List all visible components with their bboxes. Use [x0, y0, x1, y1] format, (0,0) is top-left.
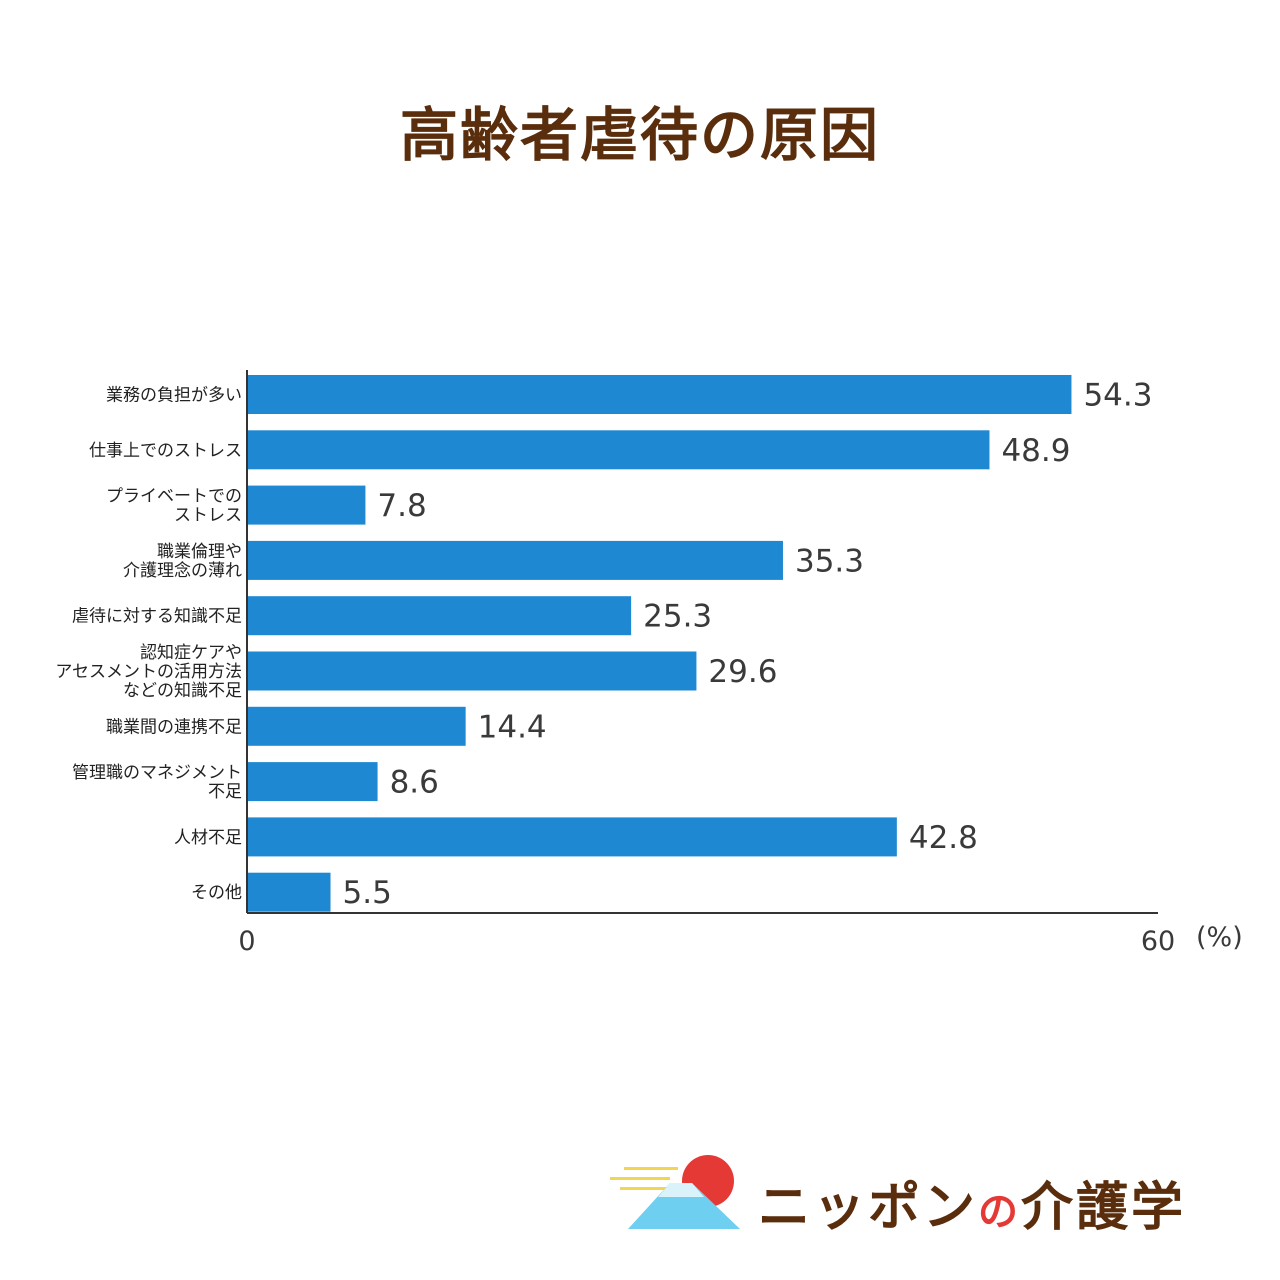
bar-0 — [247, 375, 1072, 414]
category-label-line: 虐待に対する知識不足 — [72, 607, 242, 627]
category-label-line: アセスメントの活用方法 — [55, 662, 242, 682]
logo-text-main: ニッポン — [758, 1178, 979, 1238]
category-label-line: 不足 — [208, 782, 242, 802]
category-label-8: 人材不足 — [174, 828, 242, 848]
bar-8 — [247, 817, 897, 857]
value-label-3: 35.3 — [795, 543, 864, 579]
category-label-4: 虐待に対する知識不足 — [72, 607, 242, 627]
x-tick-label-60: 60 — [1141, 926, 1175, 957]
category-label-2: プライベートでのストレス — [106, 487, 242, 526]
brand-logo: ニッポンの介護学 — [610, 1155, 1250, 1245]
snow-cap-icon — [658, 1183, 704, 1197]
category-label-5: 認知症ケアやアセスメントの活用方法などの知識不足 — [55, 643, 242, 701]
value-labels: 54.3 48.9 7.8 35.3 25.3 29.6 14.4 8.6 42.8 5.5 — [343, 378, 1153, 912]
category-label-line: 業務の負担が多い — [106, 386, 242, 406]
category-label-line: プライベートでの — [106, 487, 242, 507]
category-label-line: 職業間の連携不足 — [106, 717, 242, 737]
category-label-line: 介護理念の薄れ — [123, 560, 242, 581]
category-label-line: 認知症ケアや — [140, 643, 242, 663]
logo-text: ニッポンの介護学 — [758, 1165, 1186, 1240]
bar-6 — [247, 706, 466, 746]
bar-5 — [247, 651, 697, 691]
category-label-9: その他 — [191, 883, 242, 903]
category-label-line: ストレス — [174, 506, 242, 526]
mountain-icon — [628, 1183, 740, 1229]
cloud-line-1 — [610, 1177, 670, 1180]
bar-9 — [247, 872, 331, 912]
logo-text-no: の — [978, 1189, 1022, 1235]
value-label-7: 8.6 — [390, 765, 439, 801]
category-label-line: その他 — [191, 883, 242, 903]
bars-layer — [247, 375, 1072, 912]
value-label-0: 54.3 — [1083, 378, 1152, 414]
value-label-9: 5.5 — [343, 875, 392, 911]
value-label-5: 29.6 — [708, 654, 777, 690]
category-labels: 業務の負担が多い仕事上でのストレスプライベートでのストレス職業倫理や介護理念の薄… — [55, 386, 242, 904]
category-label-line: 職業倫理や — [157, 542, 242, 562]
x-tick-label-0: 0 — [238, 926, 255, 957]
cloud-line-0 — [624, 1167, 678, 1170]
value-label-8: 42.8 — [909, 820, 978, 856]
fuji-sun-icon — [610, 1155, 740, 1229]
bar-2 — [247, 485, 366, 525]
bar-1 — [247, 430, 990, 470]
cloud-lines-icon — [610, 1167, 678, 1190]
chart-title: 高齢者虐待の原因 — [399, 101, 880, 169]
value-label-4: 25.3 — [643, 599, 712, 635]
value-label-1: 48.9 — [1001, 433, 1070, 469]
category-label-6: 職業間の連携不足 — [106, 717, 242, 737]
category-label-line: などの知識不足 — [123, 681, 242, 701]
bar-4 — [247, 596, 632, 636]
category-label-0: 業務の負担が多い — [106, 386, 242, 406]
bar-7 — [247, 762, 378, 802]
bar-3 — [247, 540, 783, 580]
category-label-line: 仕事上でのストレス — [89, 441, 242, 461]
bar-chart: 業務の負担が多い仕事上でのストレスプライベートでのストレス職業倫理や介護理念の薄… — [55, 370, 1243, 957]
cloud-line-2 — [620, 1187, 666, 1190]
logo-text-end: 介護学 — [1021, 1178, 1187, 1238]
value-label-6: 14.4 — [478, 709, 547, 745]
category-label-3: 職業倫理や介護理念の薄れ — [123, 542, 242, 581]
x-axis-unit: (%) — [1196, 922, 1243, 953]
category-label-line: 管理職のマネジメント — [72, 763, 242, 783]
category-label-1: 仕事上でのストレス — [89, 441, 242, 461]
category-label-7: 管理職のマネジメント不足 — [72, 763, 242, 802]
category-label-line: 人材不足 — [174, 828, 242, 848]
value-label-2: 7.8 — [377, 488, 426, 524]
